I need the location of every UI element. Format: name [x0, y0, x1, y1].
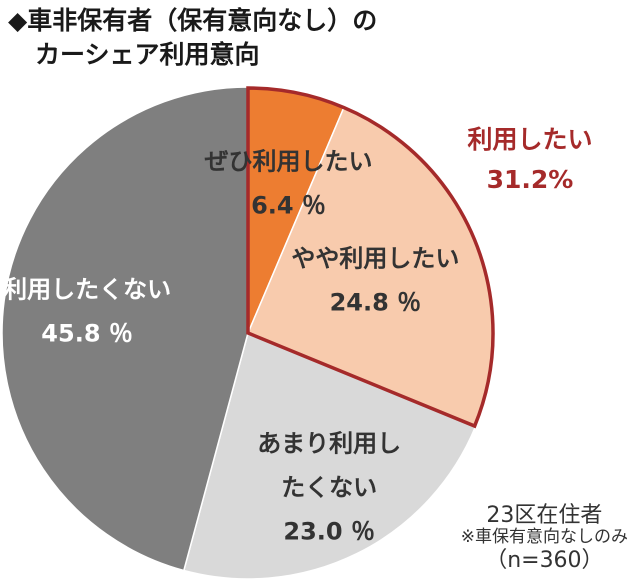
group-highlight-name: 利用したい [467, 125, 592, 154]
pie-slice-2 [182, 331, 477, 580]
slice-label-1: やや利用したい 24.8 ％ [291, 245, 459, 317]
group-highlight-value: 31.2% [487, 165, 574, 194]
title-line-1: ◆車非保有者（保有意向なし）の [8, 4, 377, 38]
group-highlight-outline [246, 86, 495, 429]
slice-value-2: 23.0 ％ [283, 517, 375, 545]
title-text-1: 車非保有者（保有意向なし）の [27, 6, 378, 35]
group-highlight-label: 利用したい 31.2% [467, 125, 592, 194]
chart-title: ◆車非保有者（保有意向なし）の カーシェア利用意向 [8, 4, 377, 72]
slice-label-0: ぜひ利用したい 6.4 ％ [205, 148, 373, 220]
slice-label-3: 利用したくない 45.8 ％ [3, 276, 171, 348]
slice-name-0: ぜひ利用したい [205, 148, 373, 176]
slice-name-2: あまり利用し [257, 429, 401, 457]
diamond-bullet-icon: ◆ [8, 6, 28, 35]
pie-slice-3 [1, 86, 249, 572]
slice-name-2: たくない [281, 473, 377, 501]
slice-label-2: あまり利用したくない 23.0 ％ [257, 429, 401, 545]
slice-name-1: やや利用したい [291, 245, 459, 273]
slice-value-0: 6.4 ％ [251, 192, 326, 220]
note-condition: ※車保有意向なしのみ [460, 527, 628, 548]
slice-value-3: 45.8 ％ [41, 320, 133, 348]
title-line-2: カーシェア利用意向 [35, 40, 260, 69]
slice-name-3: 利用したくない [3, 276, 171, 304]
sample-note: 23区在住者 ※車保有意向なしのみ （n=360） [461, 503, 628, 573]
slice-value-1: 24.8 ％ [330, 289, 422, 317]
note-region: 23区在住者 [486, 503, 603, 528]
note-sample-size: （n=360） [485, 547, 604, 573]
watermark-logo: Response. [478, 565, 580, 586]
